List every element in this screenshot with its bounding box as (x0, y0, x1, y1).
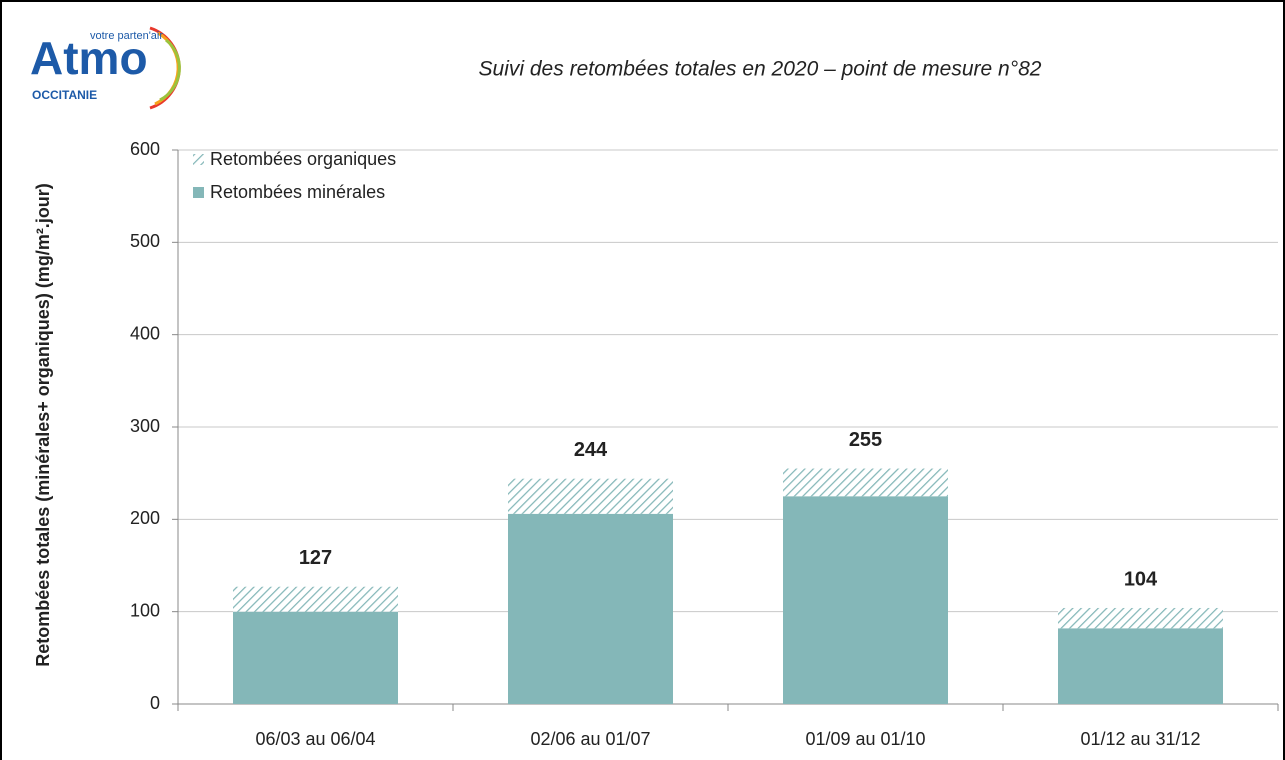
y-tick-label: 600 (130, 139, 160, 159)
x-tick-label: 01/09 au 01/10 (805, 729, 925, 749)
y-axis-label: Retombées totales (minérales+ organiques… (33, 183, 53, 667)
logo-arc (159, 38, 181, 102)
legend-swatch (193, 187, 204, 198)
y-tick-label: 100 (130, 600, 160, 620)
bar-segment (783, 496, 948, 704)
y-tick-label: 300 (130, 416, 160, 436)
logo: Atmo votre parten'air OCCITANIE (22, 22, 212, 117)
bar-segment (508, 478, 673, 514)
logo-region: OCCITANIE (32, 88, 97, 102)
chart-title: Suivi des retombées totales en 2020 – po… (479, 58, 1042, 81)
logo-tagline: votre parten'air (90, 30, 163, 42)
bar-segment (233, 586, 398, 612)
y-tick-label: 200 (130, 508, 160, 528)
y-tick-label: 0 (150, 693, 160, 713)
legend-label: Retombées minérales (210, 182, 385, 202)
total-label: 127 (299, 547, 332, 569)
y-tick-label: 500 (130, 231, 160, 251)
y-tick-label: 400 (130, 323, 160, 343)
bar-segment (1058, 607, 1223, 629)
logo-name: Atmo (30, 32, 148, 84)
x-tick-label: 02/06 au 01/07 (530, 729, 650, 749)
total-label: 104 (1124, 568, 1158, 590)
bar-segment (783, 468, 948, 497)
x-tick-label: 06/03 au 06/04 (255, 729, 375, 749)
total-label: 255 (849, 429, 882, 451)
total-label: 244 (574, 439, 608, 461)
legend-label: Retombées organiques (210, 149, 396, 169)
bar-segment (1058, 628, 1223, 704)
x-tick-label: 01/12 au 31/12 (1080, 729, 1200, 749)
bar-segment (233, 611, 398, 704)
legend-swatch (193, 154, 204, 165)
bar-segment (508, 513, 673, 704)
